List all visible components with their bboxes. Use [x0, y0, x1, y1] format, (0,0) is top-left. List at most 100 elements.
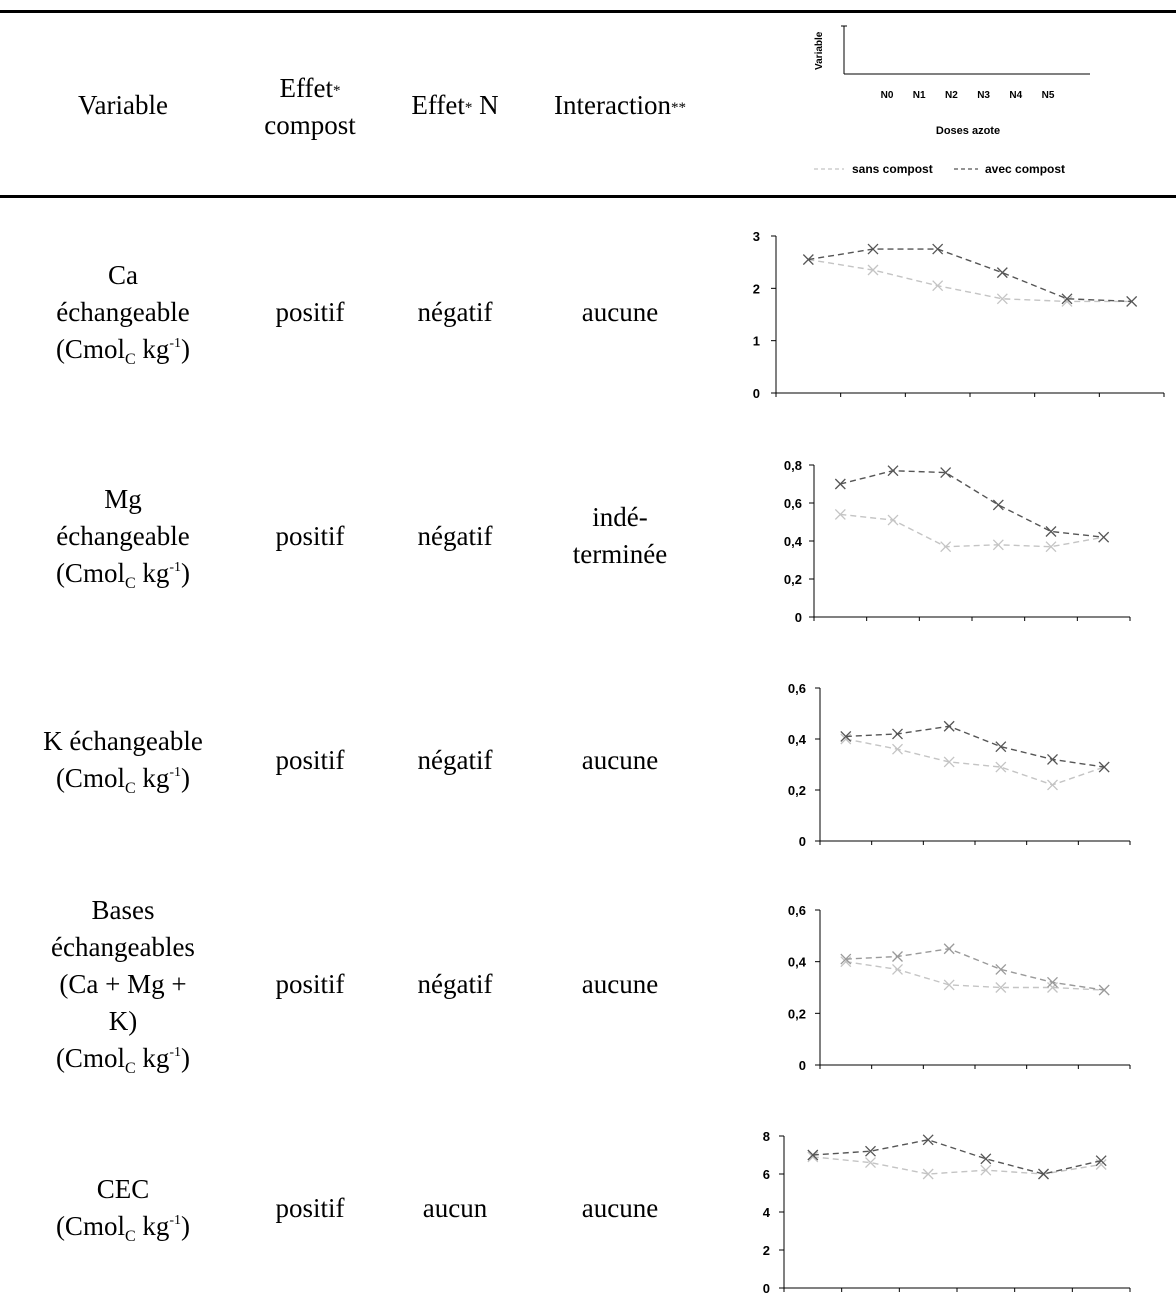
effet-compost-cell: positif [275, 296, 345, 327]
unit-line: (CmolC kg-1) [55, 333, 191, 368]
legend-category-label: N2 [945, 90, 958, 101]
data-point-marker [1098, 761, 1110, 773]
series-line [808, 248, 1132, 303]
interaction-line: aucune [581, 1192, 659, 1223]
legend-category-label: N0 [881, 90, 894, 101]
effet-compost-cell: positif [275, 744, 345, 775]
interaction-cell: aucune [536, 1190, 704, 1227]
variable-line: Mg [104, 483, 142, 514]
y-tick-label: 0,4 [784, 534, 803, 549]
legend-xlabel: Doses azote [936, 125, 1000, 137]
data-point-marker [992, 499, 1004, 511]
variable-line: Bases [91, 894, 155, 925]
y-tick-label: 0,8 [784, 458, 802, 473]
series-line [845, 738, 1105, 786]
series-line [840, 513, 1104, 548]
data-point-marker [1045, 526, 1057, 537]
data-point-marker [995, 963, 1007, 975]
y-tick-label: 0 [795, 610, 802, 625]
variable-cell: Ca échangeable (CmolC kg-1) [0, 257, 246, 368]
header-interaction: Interaction** [554, 90, 686, 120]
y-tick-label: 8 [763, 1129, 770, 1144]
effet-n-cell: aucun [422, 1192, 488, 1223]
variable-line: K échangeable [43, 726, 203, 756]
data-point-marker [834, 508, 846, 520]
interaction-line: aucune [581, 968, 659, 999]
variable-cell: Bases échangeables (Ca + Mg + K) (CmolC kg-1… [0, 892, 246, 1077]
variable-line: CEC [96, 1174, 150, 1204]
data-point-marker [992, 539, 1004, 551]
y-tick-label: 2 [753, 281, 760, 296]
data-point-marker [840, 953, 852, 965]
variable-line: échangeable [56, 520, 190, 551]
interaction-line: indé- [592, 502, 648, 532]
header-effet-n: Effet* N [411, 90, 499, 120]
y-tick-label: 0 [799, 834, 806, 849]
variable-line: K) [108, 1005, 138, 1036]
data-point-marker [995, 761, 1007, 773]
series-line [845, 948, 1105, 991]
data-point-marker [892, 743, 903, 755]
y-tick-label: 0,6 [784, 496, 802, 511]
data-point-marker [940, 467, 952, 479]
effet-compost-cell: positif [275, 1192, 345, 1223]
y-tick-label: 6 [763, 1167, 770, 1182]
data-point-marker [943, 756, 955, 768]
data-point-marker [1047, 976, 1058, 988]
interaction-line: terminée [572, 539, 668, 569]
data-point-marker [1047, 753, 1058, 765]
data-point-marker [840, 956, 852, 968]
data-point-marker [943, 979, 955, 991]
data-point-marker [1047, 779, 1058, 791]
data-point-marker [892, 951, 903, 962]
effet-n-cell: négatif [417, 744, 493, 775]
table-top-rule [0, 10, 1176, 13]
data-point-marker [995, 741, 1007, 753]
data-point-marker [807, 1149, 819, 1161]
data-point-marker [802, 254, 814, 266]
variable-line: échangeable [56, 296, 190, 327]
legend-category-label: N5 [1042, 90, 1055, 101]
interaction-cell: aucune [536, 966, 704, 1003]
data-point-marker [1095, 1159, 1107, 1170]
data-point-marker [1047, 982, 1058, 993]
data-point-marker [940, 541, 952, 553]
interaction-line: aucune [581, 744, 659, 775]
y-tick-label: 0,6 [788, 903, 806, 918]
legend-avec-compost: avec compost [985, 162, 1065, 176]
data-point-marker [1061, 293, 1073, 305]
legend-category-label: N1 [913, 90, 926, 101]
data-point-marker [865, 1145, 876, 1157]
data-point-marker [887, 514, 899, 526]
y-tick-label: 0,4 [788, 955, 807, 970]
data-point-marker [943, 943, 955, 955]
data-point-marker [887, 465, 899, 477]
data-point-marker [1061, 295, 1073, 307]
interaction-cell: aucune [536, 294, 704, 331]
data-point-marker [996, 267, 1008, 279]
data-point-marker [892, 728, 903, 740]
y-tick-label: 0,4 [788, 732, 807, 747]
data-point-marker [892, 963, 903, 975]
header-bottom-rule [0, 195, 1176, 198]
interaction-line: aucune [581, 296, 659, 327]
variable-line: Ca [108, 259, 138, 290]
data-point-marker [840, 733, 852, 745]
variable-line: échangeables [51, 931, 195, 962]
y-tick-label: 0,2 [788, 1006, 806, 1021]
data-point-marker [1098, 984, 1110, 996]
y-tick-label: 3 [753, 229, 760, 244]
data-point-marker [922, 1168, 934, 1180]
data-point-marker [867, 264, 879, 276]
y-tick-label: 2 [763, 1243, 770, 1258]
interaction-cell: indé-terminée [536, 499, 704, 573]
series-line [840, 469, 1104, 538]
variable-cell: K échangeable (CmolC kg-1) [0, 723, 246, 797]
data-point-marker [980, 1164, 992, 1176]
variable-line: (Ca + Mg + [59, 968, 187, 999]
data-point-marker [834, 478, 846, 490]
data-point-marker [932, 280, 944, 292]
data-point-marker [1098, 531, 1110, 543]
y-tick-label: 0,6 [788, 681, 806, 696]
unit-line: (CmolC kg-1) [55, 1042, 191, 1077]
